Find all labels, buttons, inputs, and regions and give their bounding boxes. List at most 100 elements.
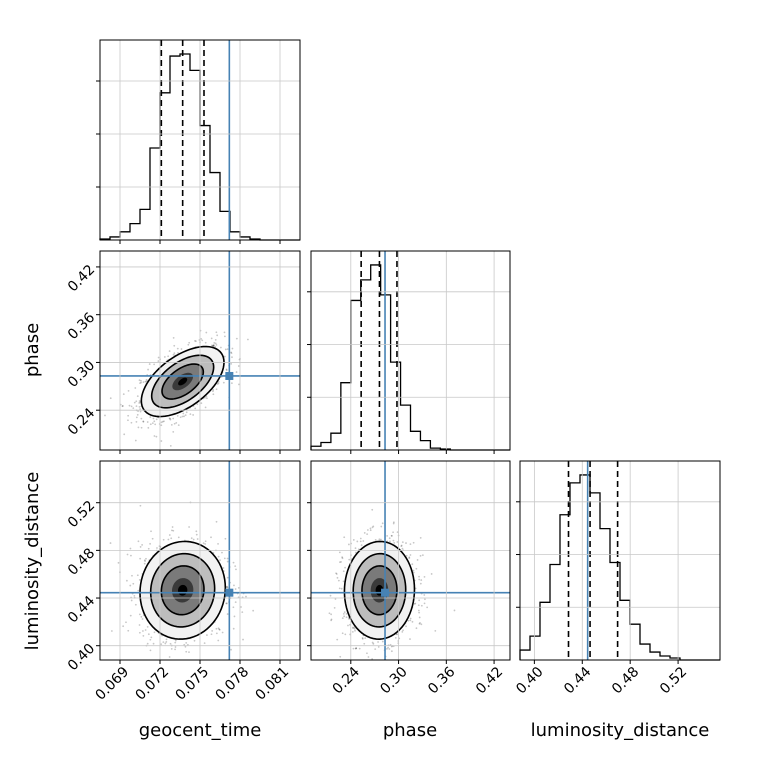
- sample-point: [358, 647, 361, 650]
- sample-point: [349, 623, 351, 626]
- sample-point: [206, 397, 208, 400]
- y-tick-label: 0.44: [65, 593, 98, 626]
- histogram-phase: [310, 264, 510, 451]
- sample-point: [127, 389, 130, 392]
- sample-point: [377, 646, 380, 648]
- sample-point: [139, 546, 142, 548]
- sample-point: [153, 435, 156, 437]
- sample-point: [342, 612, 345, 615]
- sample-point: [137, 589, 140, 592]
- sample-point: [178, 662, 180, 664]
- sample-point: [231, 356, 233, 359]
- sample-point: [224, 355, 226, 358]
- sample-point: [233, 615, 236, 618]
- sample-point: [423, 662, 425, 664]
- sample-point: [222, 567, 225, 569]
- sample-point: [400, 545, 403, 547]
- sample-point: [154, 423, 157, 426]
- sample-point: [141, 618, 144, 620]
- sample-point: [413, 602, 416, 605]
- sample-point: [393, 542, 396, 544]
- sample-point: [156, 547, 158, 549]
- sample-point: [167, 355, 170, 358]
- sample-point: [169, 642, 172, 645]
- sample-point: [195, 663, 197, 665]
- sample-point: [420, 604, 423, 607]
- sample-point: [218, 628, 221, 631]
- sample-point: [377, 641, 379, 643]
- sample-point: [127, 629, 130, 632]
- sample-point: [237, 365, 240, 367]
- histogram-geocent_time: [99, 53, 300, 241]
- sample-point: [233, 584, 235, 587]
- sample-point: [342, 580, 345, 583]
- sample-point: [341, 617, 344, 620]
- sample-point: [330, 618, 333, 621]
- sample-point: [361, 637, 364, 640]
- sample-point: [177, 351, 179, 354]
- sample-point: [371, 658, 374, 660]
- sample-point: [211, 344, 214, 347]
- sample-point: [336, 576, 339, 579]
- contour-line: [352, 552, 407, 628]
- panel-frames: [96, 39, 721, 664]
- sample-point: [170, 537, 173, 540]
- sample-point: [145, 380, 148, 383]
- sample-point: [362, 540, 365, 542]
- sample-point: [418, 599, 421, 602]
- sample-point: [419, 621, 421, 624]
- sample-point: [142, 634, 145, 637]
- sample-point: [162, 641, 165, 643]
- sample-point: [140, 379, 142, 382]
- sample-point: [204, 341, 207, 344]
- sample-point: [231, 347, 234, 350]
- sample-point: [162, 538, 165, 541]
- x-axis-label-luminosity-distance: luminosity_distance: [531, 720, 710, 741]
- sample-point: [201, 339, 204, 342]
- sample-point: [234, 601, 237, 604]
- sample-point: [147, 547, 150, 550]
- sample-point: [217, 380, 220, 383]
- sample-point: [195, 530, 198, 533]
- sample-point: [152, 417, 155, 420]
- sample-point: [142, 630, 144, 632]
- sample-point: [372, 642, 375, 645]
- sample-point: [136, 413, 139, 416]
- sample-point: [423, 594, 426, 596]
- sample-point: [232, 627, 235, 630]
- sample-point: [160, 440, 163, 442]
- sample-point: [121, 405, 124, 407]
- sample-point: [344, 566, 346, 569]
- sample-point: [157, 360, 160, 362]
- x-tick-label: 0.52: [657, 664, 690, 697]
- sample-point: [374, 538, 377, 541]
- sample-point: [173, 422, 176, 425]
- sample-point: [174, 646, 177, 648]
- sample-point: [217, 542, 219, 545]
- sample-point: [419, 582, 422, 585]
- sample-point: [135, 416, 138, 419]
- sample-point: [242, 638, 244, 641]
- sample-point: [200, 402, 203, 405]
- sample-point: [378, 538, 381, 541]
- sample-point: [226, 585, 228, 588]
- sample-point: [160, 643, 163, 646]
- sample-point: [176, 347, 179, 350]
- sample-point: [426, 606, 429, 609]
- sample-point: [366, 652, 368, 655]
- sample-point: [340, 587, 343, 590]
- sample-point: [210, 633, 213, 636]
- sample-point: [188, 651, 190, 654]
- sample-point: [367, 656, 370, 658]
- sample-point: [138, 405, 141, 408]
- sample-point: [388, 648, 391, 650]
- sample-point: [174, 639, 177, 642]
- y-tick-label: 0.36: [65, 310, 98, 343]
- sample-point: [170, 529, 173, 532]
- sample-point: [204, 543, 207, 545]
- sample-point: [104, 414, 106, 417]
- contour-line: [161, 363, 205, 400]
- sample-point: [363, 642, 366, 645]
- sample-point: [341, 632, 344, 635]
- sample-point: [204, 406, 207, 409]
